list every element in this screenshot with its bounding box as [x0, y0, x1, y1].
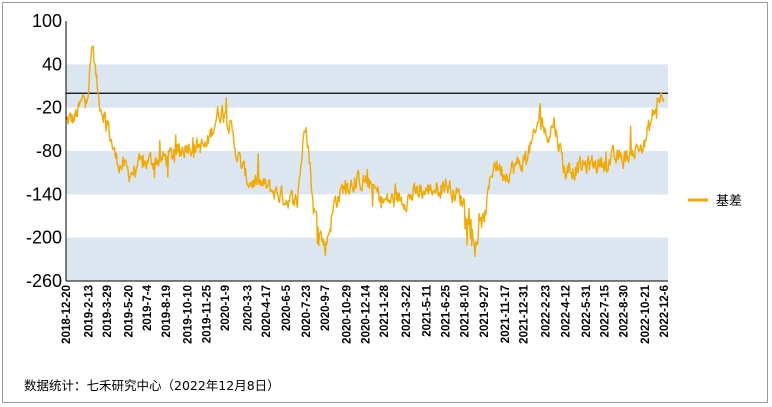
x-tick-label: 2022-10-21 [640, 284, 652, 343]
x-tick-label: 2020-7-23 [301, 285, 313, 337]
x-tick-label: 2020-12-14 [361, 284, 373, 343]
x-tick-label: 2020-1-9 [220, 285, 232, 331]
x-tick-label: 2021-11-17 [500, 285, 512, 343]
y-tick-label: -140 [26, 184, 62, 204]
y-tick-label: 100 [32, 11, 62, 31]
x-tick-label: 2019-8-19 [161, 285, 173, 337]
x-tick-label: 2019-10-10 [183, 285, 195, 344]
x-tick-label: 2022-2-23 [541, 285, 553, 337]
x-tick-label: 2020-6-5 [281, 284, 293, 331]
x-tick-label: 2020-3-3 [242, 285, 254, 331]
x-tick-label: 2022-5-31 [581, 284, 593, 337]
x-tick-label: 2022-12-6 [659, 285, 671, 337]
y-tick-label: -20 [36, 98, 62, 118]
grid-band [66, 64, 668, 108]
x-tick-label: 2018-12-20 [61, 285, 73, 344]
x-tick-label: 2019-5-20 [123, 285, 135, 337]
y-tick-label: -260 [26, 271, 62, 291]
x-tick-label: 2019-2-13 [84, 285, 96, 337]
y-tick-label: 40 [42, 54, 62, 74]
grid-band [66, 237, 668, 281]
x-tick-label: 2021-6-25 [440, 284, 452, 337]
x-tick-label: 2021-3-22 [401, 285, 413, 337]
x-tick-label: 2020-4-17 [261, 285, 273, 337]
x-tick-label: 2019-7-4 [142, 284, 154, 331]
series-line-basis [65, 45, 665, 257]
y-tick-labels: 100 40 -20 -80 -140 -200 -260 [26, 11, 62, 291]
x-tick-label: 2019-3-29 [102, 285, 114, 337]
source-note: 数据统计：七禾研究中心（2022年12月8日） [24, 378, 280, 393]
x-tick-label: 2021-9-27 [479, 285, 491, 337]
x-tick-label: 2021-8-10 [459, 285, 471, 337]
x-tick-label: 2019-11-25 [202, 284, 214, 343]
y-tick-label: -200 [26, 228, 62, 248]
x-tick-label: 2021-1-28 [379, 284, 391, 337]
x-tick-label: 2020-9-7 [320, 285, 332, 331]
x-tick-label: 2022-8-30 [618, 285, 630, 337]
legend-label-basis: 基差 [716, 194, 742, 209]
y-tick-label: -80 [36, 141, 62, 161]
legend: 基差 [688, 194, 742, 209]
x-tick-labels: 2018-12-20 2019-2-13 2019-3-29 2019-5-20 201… [61, 284, 671, 343]
x-tick-label: 2021-12-31 [518, 284, 530, 343]
x-tick-label: 2021-5-11 [422, 284, 434, 336]
x-tick-label: 2020-10-29 [342, 285, 354, 344]
x-tick-label: 2022-4-12 [561, 285, 573, 337]
x-tick-label: 2022-7-15 [599, 284, 611, 337]
